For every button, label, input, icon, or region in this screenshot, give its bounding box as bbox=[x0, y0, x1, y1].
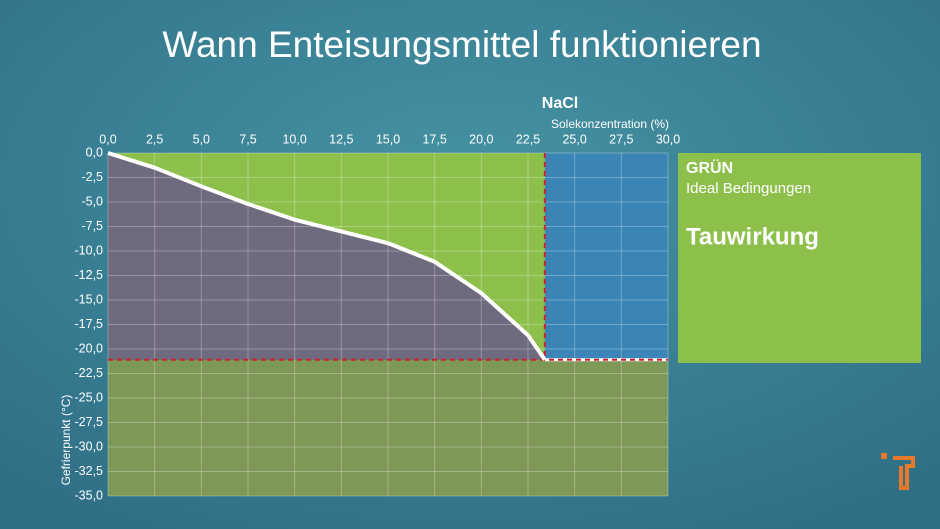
region-gray bbox=[108, 153, 545, 360]
x-tick-label: 12,5 bbox=[329, 132, 353, 146]
x-tick-label: 15,0 bbox=[376, 132, 400, 146]
y-tick-label: -7,5 bbox=[81, 219, 103, 233]
y-tick-label: -5,0 bbox=[81, 194, 103, 208]
freezing-curve bbox=[107, 151, 547, 361]
y-tick-label: -17,5 bbox=[75, 317, 104, 331]
x-tick-label: 27,5 bbox=[609, 132, 633, 146]
plot: 0,0 2,5 5,0 7,5 10,0 12,5 15,0 17,5 20,0 22,5 25,0… bbox=[75, 132, 681, 502]
region-blue bbox=[544, 153, 668, 360]
x-tick-label: 25,0 bbox=[562, 132, 586, 146]
x-tick-label: 17,5 bbox=[422, 132, 446, 146]
x-tick-label: 2,5 bbox=[146, 132, 163, 146]
logo bbox=[881, 453, 915, 490]
title: Wann Enteisungsmittel funktionieren bbox=[162, 24, 761, 65]
y-tick-label: -27,5 bbox=[75, 415, 104, 429]
y-tick-label: -20,0 bbox=[75, 341, 104, 355]
panel-effect: Tauwirkung bbox=[686, 223, 819, 250]
y-tick-label: -15,0 bbox=[75, 292, 104, 306]
y-tick-label: -30,0 bbox=[75, 439, 104, 453]
x-axis-label: Solekonzentration (%) bbox=[551, 117, 669, 131]
region-green bbox=[108, 153, 545, 360]
region-below bbox=[108, 359, 668, 496]
y-tick-label: -32,5 bbox=[75, 464, 104, 478]
y-tick-label: 0,0 bbox=[86, 145, 103, 159]
x-tick-label: 30,0 bbox=[656, 132, 680, 146]
x-tick-label: 5,0 bbox=[193, 132, 210, 146]
y-tick-label: -10,0 bbox=[75, 243, 104, 257]
chart-subtitle: NaCl bbox=[542, 95, 578, 112]
y-tick-label: -12,5 bbox=[75, 268, 104, 282]
x-tick-label: 7,5 bbox=[239, 132, 256, 146]
x-tick-label: 10,0 bbox=[282, 132, 306, 146]
y-axis-label: Gefrierpunkt (°C) bbox=[59, 395, 73, 486]
panel-subtitle: Ideal Bedingungen bbox=[686, 180, 811, 197]
panel-label: GRÜN bbox=[686, 158, 733, 177]
info-panel bbox=[678, 153, 921, 363]
x-tick-label: 0,0 bbox=[99, 132, 116, 146]
x-tick-label: 20,0 bbox=[469, 132, 493, 146]
y-tick-label: -35,0 bbox=[75, 488, 104, 502]
y-tick-label: -25,0 bbox=[75, 390, 104, 404]
y-tick-label: -22,5 bbox=[75, 366, 104, 380]
y-tick-label: -2,5 bbox=[81, 170, 103, 184]
x-tick-label: 22,5 bbox=[516, 132, 540, 146]
